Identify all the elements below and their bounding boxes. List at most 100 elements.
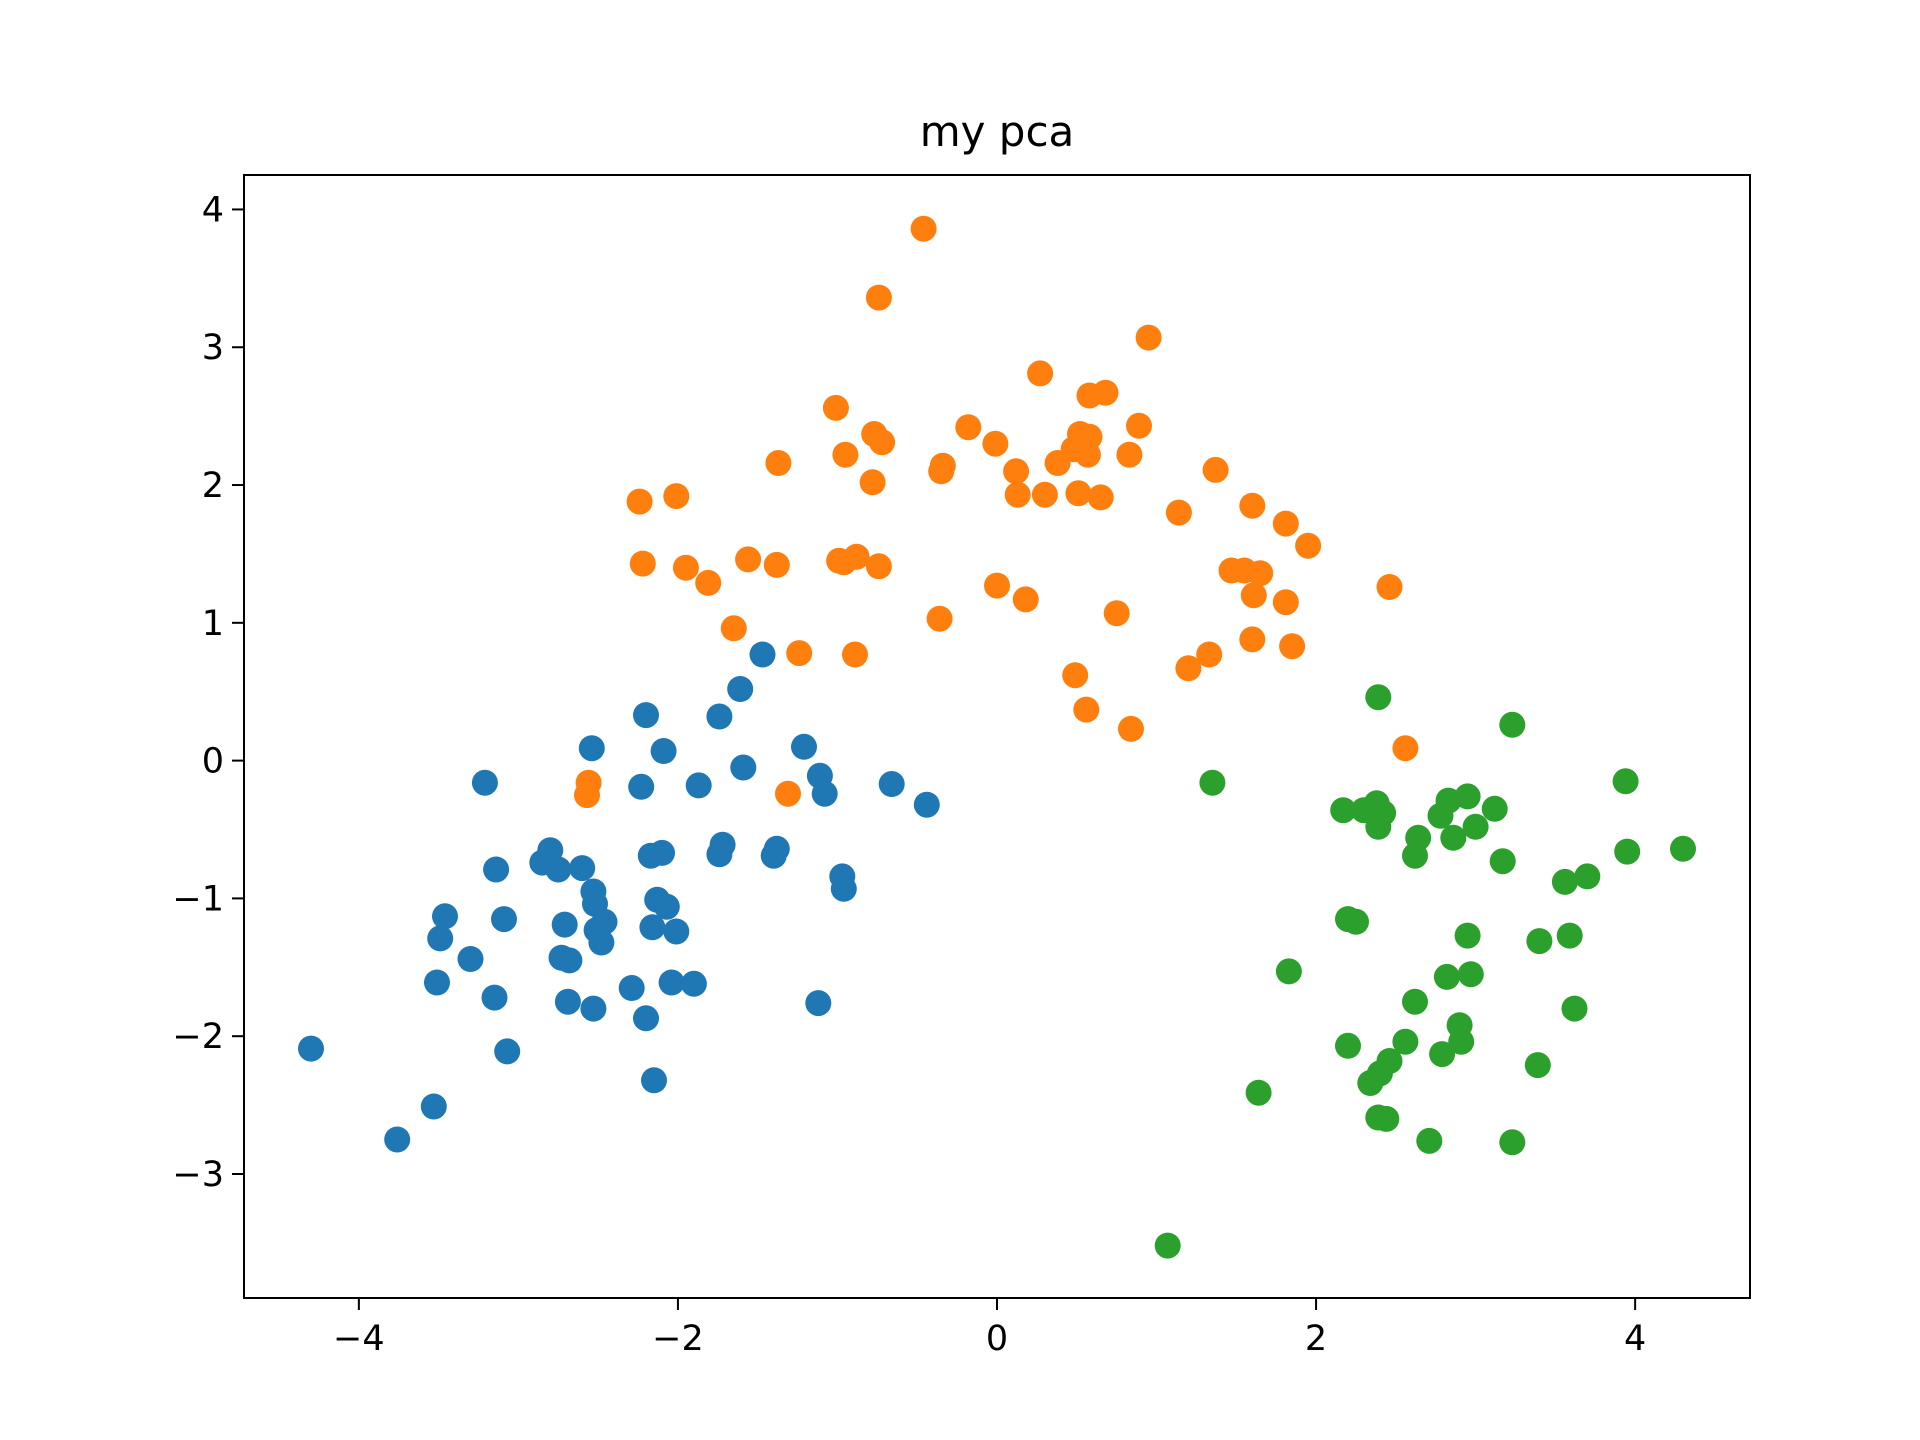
- data-point: [786, 640, 813, 667]
- data-point: [639, 914, 666, 941]
- data-point: [1116, 441, 1143, 468]
- y-tick-label: 3: [202, 328, 224, 368]
- data-point: [926, 605, 953, 632]
- data-point: [591, 908, 618, 935]
- data-point: [1062, 662, 1089, 689]
- data-point: [1245, 1079, 1272, 1106]
- data-point: [1365, 813, 1392, 840]
- data-point: [1416, 1127, 1443, 1154]
- data-point: [955, 414, 982, 441]
- data-point: [1240, 582, 1267, 609]
- data-point: [1103, 600, 1130, 627]
- data-point: [633, 702, 659, 729]
- data-point: [760, 842, 787, 869]
- data-point: [545, 856, 572, 883]
- data-point: [1247, 560, 1274, 587]
- data-point: [1357, 1070, 1384, 1096]
- data-point: [982, 430, 1009, 457]
- data-point: [1561, 995, 1588, 1022]
- data-point: [859, 469, 886, 496]
- data-point: [424, 969, 450, 996]
- axes-layer: −4 −2 0 2 4 −3 −2 −1 0 1 2 3 4: [172, 174, 1751, 1359]
- data-point: [588, 929, 615, 956]
- data-point: [626, 488, 653, 515]
- data-point: [1524, 1052, 1551, 1079]
- data-point: [1526, 928, 1553, 955]
- data-point: [653, 893, 680, 920]
- data-point: [1392, 1028, 1419, 1055]
- data-point: [1454, 922, 1481, 949]
- series-1: [574, 215, 1419, 809]
- data-point: [865, 553, 892, 580]
- data-point: [763, 551, 790, 578]
- data-point: [658, 969, 685, 996]
- data-point: [1175, 655, 1202, 682]
- data-point: [706, 841, 733, 868]
- data-point: [680, 970, 707, 997]
- data-point: [765, 450, 792, 476]
- data-point: [1373, 1105, 1400, 1132]
- y-tick-label: 2: [202, 466, 224, 506]
- data-point: [420, 1093, 447, 1120]
- data-point: [1448, 1028, 1475, 1055]
- data-point: [1376, 574, 1403, 600]
- data-point: [629, 550, 656, 577]
- data-point: [628, 773, 655, 800]
- data-point: [1462, 813, 1489, 840]
- data-point: [663, 483, 690, 510]
- data-point: [749, 641, 776, 668]
- data-point: [1440, 824, 1467, 851]
- data-point: [1065, 480, 1092, 507]
- data-point: [1199, 769, 1226, 796]
- chart-title: my pca: [920, 107, 1075, 156]
- data-point: [649, 839, 675, 866]
- data-point: [869, 429, 896, 456]
- data-point: [1031, 481, 1058, 508]
- data-point: [491, 906, 517, 933]
- data-point: [650, 738, 677, 764]
- data-point: [641, 1067, 667, 1094]
- data-point: [672, 554, 699, 581]
- data-point: [913, 791, 940, 818]
- data-point: [1003, 458, 1030, 485]
- data-point: [574, 782, 600, 809]
- data-point: [1433, 963, 1460, 990]
- data-point: [1330, 797, 1357, 824]
- data-point: [633, 1005, 659, 1032]
- data-point: [735, 546, 762, 573]
- x-tick-label: −4: [333, 1319, 385, 1359]
- x-tick-label: 2: [1305, 1319, 1327, 1359]
- data-point: [1272, 589, 1299, 616]
- data-point: [1092, 379, 1119, 406]
- data-point: [1165, 499, 1192, 526]
- data-point: [1118, 715, 1144, 742]
- data-point: [730, 754, 757, 781]
- data-point: [1614, 838, 1641, 865]
- x-tick-label: −2: [652, 1319, 704, 1359]
- data-point: [556, 947, 583, 974]
- data-point: [618, 975, 645, 1001]
- data-point: [1365, 684, 1392, 711]
- data-point: [805, 990, 832, 1017]
- data-point: [832, 441, 859, 468]
- data-point: [928, 458, 955, 485]
- data-point: [1457, 961, 1484, 988]
- data-point: [1670, 835, 1696, 862]
- data-point: [695, 569, 722, 596]
- series-0: [298, 641, 940, 1153]
- data-point: [1012, 586, 1039, 613]
- data-point: [551, 911, 578, 938]
- data-point: [554, 988, 581, 1015]
- y-tick-label: −3: [172, 1155, 224, 1195]
- data-point: [432, 903, 458, 930]
- data-point: [822, 394, 849, 421]
- data-point: [580, 995, 607, 1022]
- data-point: [685, 772, 712, 799]
- data-point: [910, 215, 937, 242]
- data-point: [1402, 988, 1428, 1015]
- data-point: [1343, 908, 1369, 935]
- data-point: [663, 918, 690, 945]
- data-point: [1135, 324, 1162, 351]
- data-point: [1392, 735, 1419, 762]
